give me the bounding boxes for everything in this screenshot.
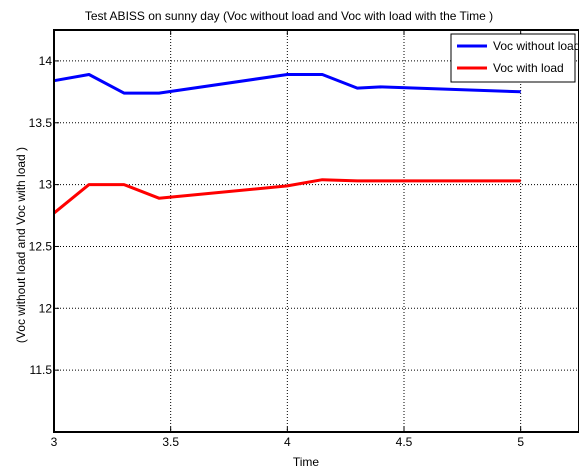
legend-box <box>450 33 576 83</box>
series-line-1 <box>53 73 521 95</box>
y-tick-labels: 11.5 12 12.5 13 13.5 14 <box>29 54 53 377</box>
y-axis-label: (Voc without load and Voc with load ) <box>14 147 28 343</box>
series-layer <box>53 73 521 215</box>
chart-title: Test ABISS on sunny day (Voc without loa… <box>85 9 493 23</box>
legend: Voc without load Voc with load <box>450 33 579 83</box>
x-tick-label: 4.5 <box>396 435 413 449</box>
legend-label-2: Voc with load <box>493 61 564 75</box>
x-tick-label: 4 <box>284 435 291 449</box>
y-tick-label: 13.5 <box>29 116 53 130</box>
x-tick-label: 5 <box>517 435 524 449</box>
y-tick-label: 12.5 <box>29 239 53 253</box>
y-tick-label: 13 <box>39 178 53 192</box>
x-tick-label: 3.5 <box>162 435 179 449</box>
plot-area <box>54 30 579 432</box>
legend-label-1: Voc without load <box>493 39 579 53</box>
x-tick-labels: 3 3.5 4 4.5 5 <box>51 435 525 449</box>
ticks <box>53 30 522 432</box>
series-line-2 <box>53 178 521 215</box>
x-tick-label: 3 <box>51 435 58 449</box>
x-axis-label: Time <box>293 455 320 469</box>
y-tick-label: 14 <box>39 54 53 68</box>
y-tick-label: 12 <box>39 301 53 315</box>
y-tick-label: 11.5 <box>30 363 53 377</box>
plot-border <box>53 29 579 433</box>
